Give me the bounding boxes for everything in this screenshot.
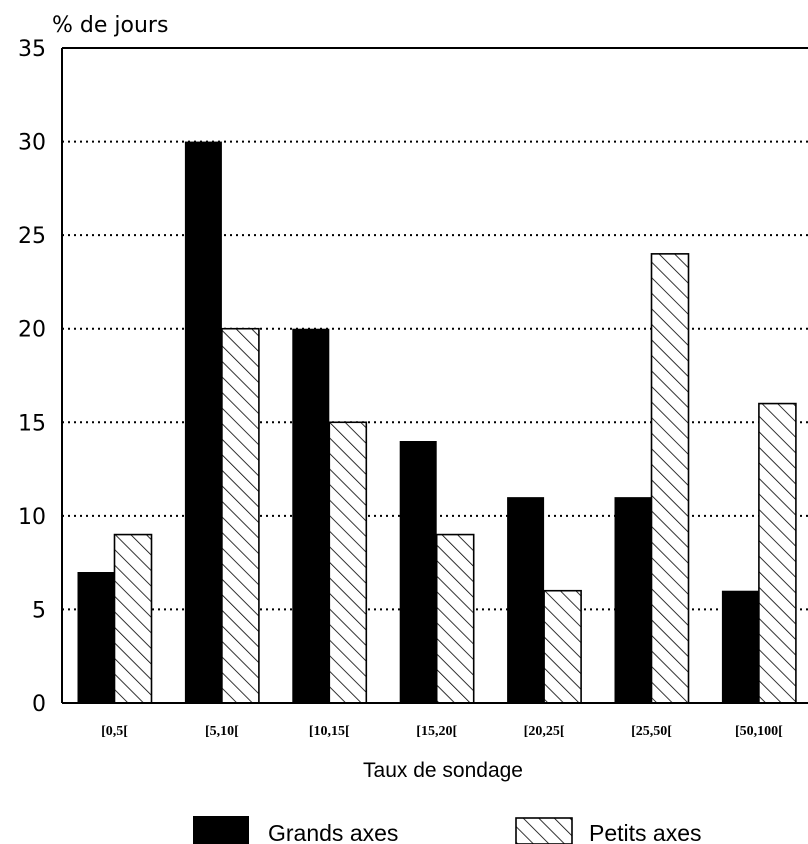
y-tick-label: 10 <box>18 505 46 530</box>
bars <box>77 141 797 704</box>
y-tick-label: 5 <box>32 598 46 623</box>
bar-grands-axes <box>184 141 222 704</box>
bar-grands-axes <box>292 328 330 703</box>
legend-label-petits-axes: Petits axes <box>589 820 702 844</box>
x-tick-label: [10,15[ <box>309 724 350 739</box>
bar-petits-axes <box>328 421 368 704</box>
bar-petits-axes <box>758 402 797 704</box>
bar-grands-axes <box>507 497 545 703</box>
bar-petits-axes <box>113 533 153 704</box>
bar-petits-axes <box>435 533 475 704</box>
y-tick-labels: 0 5 10 15 20 25 30 35 <box>18 37 46 717</box>
legend-label-grands-axes: Grands axes <box>268 820 398 844</box>
x-tick-label: [25,50[ <box>631 724 672 739</box>
y-axis-label: % de jours <box>52 13 168 38</box>
bar-grands-axes <box>77 572 115 703</box>
y-tick-label: 35 <box>18 37 46 62</box>
bar-grands-axes <box>614 497 652 703</box>
bar-petits-axes <box>650 253 690 704</box>
legend-swatch-grands-axes <box>193 816 249 844</box>
bar-grands-axes <box>721 590 759 703</box>
x-tick-label: [50,100[ <box>735 724 783 739</box>
y-tick-label: 25 <box>18 224 46 249</box>
x-tick-label: [0,5[ <box>101 724 128 739</box>
y-tick-label: 0 <box>32 692 46 717</box>
x-tick-labels: [0,5[ [5,10[ [10,15[ [15,20[ [20,25[ [25,50[ [… <box>101 724 783 739</box>
y-tick-label: 15 <box>18 411 46 436</box>
y-tick-label: 20 <box>18 318 46 343</box>
x-tick-label: [15,20[ <box>416 724 457 739</box>
y-tick-label: 30 <box>18 131 46 156</box>
bar-petits-axes <box>221 327 260 704</box>
x-axis-label: Taux de sondage <box>363 759 523 782</box>
bar-petits-axes <box>543 589 582 704</box>
bar-grands-axes <box>399 441 437 703</box>
x-tick-label: [20,25[ <box>524 724 565 739</box>
x-tick-label: [5,10[ <box>205 724 239 739</box>
legend-swatch-petits-axes <box>515 817 573 844</box>
legend: Grands axes Petits axes <box>193 816 702 844</box>
